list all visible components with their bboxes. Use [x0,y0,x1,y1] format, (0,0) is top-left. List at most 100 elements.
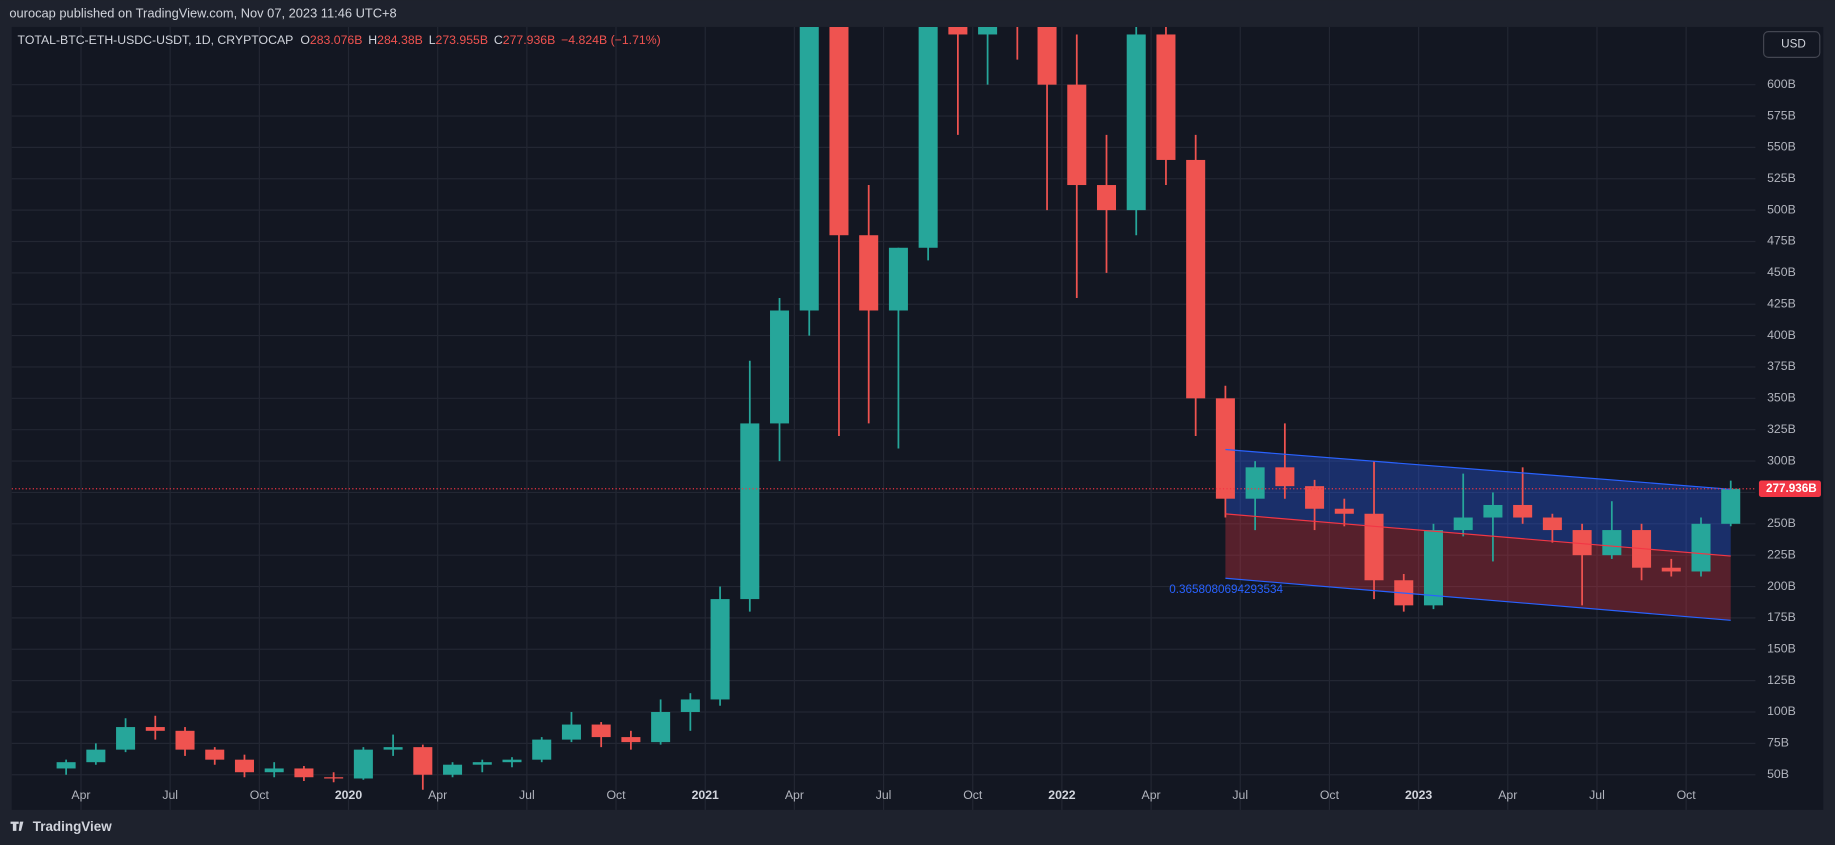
y-tick-label: 75B [1767,736,1789,750]
candle-body [56,762,76,769]
candle-body [1542,517,1562,531]
x-tick-label: Apr [1142,788,1161,802]
candle-body [294,768,314,778]
brand: TradingView [33,819,112,834]
candle-body [1275,467,1295,487]
candle-body [353,749,373,779]
candle-body [116,727,136,750]
candle-body [1245,467,1265,499]
candle-body [1096,185,1117,211]
candle-body [978,26,998,35]
y-tick-label: 400B [1767,328,1796,342]
x-tick-label: Jul [876,788,892,802]
legend-text: −4.824B (−1.71%) [561,33,661,47]
x-tick-label: 2021 [692,788,719,802]
legend-text: 273.955B [436,33,489,47]
candle-body [1334,508,1354,514]
candle-body [145,727,165,731]
candle-body [740,423,760,600]
candle-body [1156,34,1176,160]
candle-body [472,762,492,765]
candle-body [680,699,700,712]
y-tick-label: 100B [1767,704,1796,718]
legend-text: 283.076B [310,33,363,47]
candle-body [413,747,433,775]
channel-line [1225,513,1731,557]
candle-body [948,26,968,35]
candle-body [1126,34,1146,211]
channel-upper-fill [1225,449,1731,557]
y-tick-label: 125B [1767,673,1796,687]
y-tick-label: 575B [1767,108,1796,122]
legend-text: TOTAL-BTC-ETH-USDC-USDT, 1D, CRYPTOCAP [18,33,294,47]
last-price-box [1758,480,1821,497]
y-tick-label: 250B [1767,516,1796,530]
candle-body [1602,530,1622,556]
y-tick-label: 200B [1767,579,1796,593]
x-tick-label: Oct [250,788,270,802]
publisher: ourocap published on TradingView.com, No… [9,5,396,20]
candle-body [1721,488,1741,524]
x-tick-label: 2022 [1048,788,1075,802]
legend-text: C [494,33,503,47]
x-tick-label: Apr [71,788,90,802]
x-tick-label: Jul [519,788,535,802]
y-tick-label: 450B [1767,265,1796,279]
candle-body [532,739,552,760]
candle-body [175,730,195,750]
x-tick-label: 2020 [335,788,362,802]
y-tick-label: 50B [1767,767,1789,781]
x-tick-label: Oct [963,788,983,802]
candle-body [1513,504,1533,518]
plot-bg [11,26,1824,810]
last-price-label: 277.936B [1766,482,1817,495]
candle-body [502,759,522,763]
y-tick-label: 475B [1767,234,1796,248]
y-tick-label: 525B [1767,171,1796,185]
currency-button[interactable] [1763,31,1821,58]
x-tick-label: Jul [162,788,178,802]
candle-body [651,711,671,743]
candle-body [86,749,106,763]
y-tick-label: 150B [1767,642,1796,656]
y-tick-label: 375B [1767,359,1796,373]
candle-body [1423,530,1443,606]
candle-body [1305,486,1325,509]
currency[interactable]: USD [1781,38,1806,51]
candle-body [1691,523,1711,572]
y-tick-label: 350B [1767,391,1796,405]
y-tick-label: 550B [1767,140,1796,154]
legend-text: O [300,33,310,47]
x-tick-label: Apr [1498,788,1517,802]
candle-body [234,759,254,773]
candle-body [443,764,463,775]
x-tick-label: Oct [1677,788,1697,802]
y-tick-label: 325B [1767,422,1796,436]
x-tick-label: 2023 [1405,788,1432,802]
legend-text: H [368,33,377,47]
legend-text: 284.38B [377,33,423,47]
x-tick-label: Oct [1320,788,1340,802]
channel-label: 0.3658080694293534 [1169,583,1283,596]
channel-line [1225,448,1731,490]
candle-body [799,26,819,311]
candle-body [1215,398,1235,499]
candle-body [859,235,879,311]
candle-body [1661,567,1681,572]
channel-line [1225,577,1731,621]
candle-body [591,724,611,738]
y-tick-label: 175B [1767,610,1796,624]
candle-body [1364,513,1384,581]
brand-logo [10,821,24,831]
candle-body [561,724,581,740]
candle-body [205,749,225,760]
candle-body [710,599,730,700]
x-tick-label: Oct [606,788,626,802]
x-tick-label: Apr [428,788,447,802]
y-tick-label: 300B [1767,453,1796,467]
candle-body [383,747,403,750]
x-tick-label: Apr [785,788,804,802]
y-tick-label: 425B [1767,296,1796,310]
